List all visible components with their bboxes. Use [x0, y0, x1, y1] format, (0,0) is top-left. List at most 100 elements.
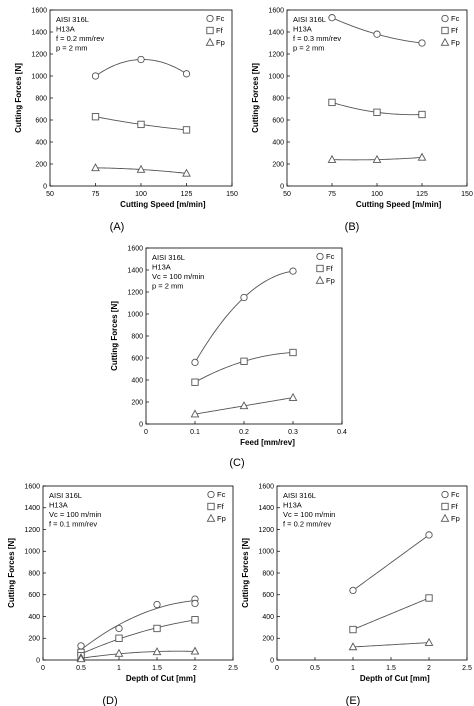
y-tick-label: 800 [262, 570, 274, 577]
legend-marker [205, 37, 215, 46]
data-point-Ff [373, 108, 381, 116]
data-point-Fp [136, 164, 146, 173]
y-tick-label: 1400 [127, 267, 143, 274]
y-tick-label: 1400 [24, 505, 40, 512]
y-axis-label: Cutting Forces [N] [251, 63, 260, 133]
data-point-Ff [182, 126, 191, 134]
x-tick-label: 0.2 [239, 429, 249, 436]
data-point-Ff [153, 624, 161, 633]
data-point-Ff [191, 616, 199, 624]
x-tick-label: 125 [416, 191, 428, 198]
legend-marker [441, 502, 449, 511]
y-tick-label: 800 [131, 333, 143, 340]
x-tick-label: 0 [144, 429, 148, 436]
data-point-Fp [372, 154, 382, 163]
data-point-Fp [417, 152, 427, 161]
chart-panel-1: 0 200 400 600 800 1000 1200 1400 1600 50 75 100 125 1… [14, 7, 238, 233]
y-axis-label: Cutting Forces [N] [110, 301, 119, 371]
y-tick-label: 200 [131, 399, 143, 406]
y-tick-label: 0 [280, 183, 284, 190]
legend-label: Fp [217, 514, 226, 523]
condition-annotation: H13A [152, 263, 171, 272]
series-line-Ff [194, 352, 294, 383]
x-axis-label: Depth of Cut [mm] [360, 674, 430, 683]
condition-annotation: AISI 316L [49, 491, 82, 500]
y-tick-label: 200 [272, 161, 284, 168]
condition-annotation: H13A [293, 25, 312, 34]
y-tick-label: 1000 [268, 73, 284, 80]
y-tick-label: 1600 [127, 245, 143, 252]
legend-marker [440, 513, 450, 522]
y-tick-label: 1200 [268, 51, 284, 58]
y-tick-label: 800 [272, 95, 284, 102]
data-point-Fc [153, 600, 161, 609]
chart-panel-4: 0 200 400 600 800 1000 1200 1400 1600 0 0.5 1 1.5 2 2.… [7, 483, 238, 706]
series-line-Fp [352, 642, 430, 648]
legend-label: Ff [451, 502, 459, 511]
data-point-Fc [191, 599, 199, 608]
data-point-Ff [115, 634, 123, 642]
legend-label: Ff [217, 502, 225, 511]
data-point-Fp [190, 409, 200, 418]
data-point-Fc [137, 55, 145, 64]
data-point-Fc [182, 70, 191, 78]
data-point-Ff [240, 357, 248, 365]
y-tick-label: 1600 [31, 7, 47, 14]
x-tick-label: 0.3 [288, 429, 298, 436]
series-line-Fc [352, 534, 430, 591]
panel-label: (D) [102, 695, 117, 706]
data-point-Fc [115, 624, 123, 633]
data-point-Fp [76, 654, 86, 663]
condition-annotation: H13A [56, 25, 75, 34]
condition-annotation: f = 0.2 mm/rev [283, 520, 331, 529]
data-point-Fc [418, 39, 426, 47]
x-tick-label: 1 [117, 665, 121, 672]
y-axis-label: Cutting Forces [N] [241, 538, 250, 608]
x-axis-label: Feed [mm/rev] [240, 438, 295, 447]
data-point-Fp [288, 392, 298, 401]
condition-annotation: f = 0.1 mm/rev [49, 520, 97, 529]
series-line-Fc [80, 600, 196, 651]
condition-annotation: p = 2 mm [56, 44, 87, 53]
y-tick-label: 200 [28, 636, 40, 643]
y-tick-label: 400 [131, 377, 143, 384]
y-tick-label: 800 [28, 570, 40, 577]
data-point-Fp [114, 648, 124, 657]
condition-annotation: H13A [49, 501, 68, 510]
chart-panel-2: 0 200 400 600 800 1000 1200 1400 1600 50 75 100 125 1… [251, 7, 473, 233]
legend-label: Fc [451, 490, 460, 499]
condition-annotation: H13A [283, 501, 302, 510]
y-tick-label: 400 [262, 614, 274, 621]
y-tick-label: 600 [272, 117, 284, 124]
legend-label: Fp [451, 514, 460, 523]
data-point-Fc [373, 30, 381, 38]
y-tick-label: 1200 [31, 51, 47, 58]
series-line-Ff [80, 619, 196, 655]
data-point-Fc [77, 642, 85, 650]
x-tick-label: 0.5 [76, 665, 86, 672]
x-axis-label: Depth of Cut [mm] [126, 674, 196, 683]
x-tick-label: 150 [226, 191, 238, 198]
legend-marker [206, 513, 216, 522]
series-line-Fc [331, 17, 423, 44]
legend-label: Fc [326, 252, 335, 261]
x-axis-label: Cutting Speed [m/min] [120, 200, 206, 209]
data-point-Ff [91, 113, 100, 121]
legend-marker [316, 252, 324, 261]
data-point-Fc [240, 293, 248, 302]
x-tick-label: 2.5 [462, 665, 472, 672]
x-tick-label: 0 [275, 665, 279, 672]
y-tick-label: 1000 [258, 549, 274, 556]
panel-label: (E) [346, 695, 361, 706]
data-point-Fc [289, 267, 297, 275]
legend-label: Fp [216, 38, 225, 47]
data-point-Fp [239, 401, 249, 410]
data-point-Fc [191, 358, 199, 367]
x-tick-label: 75 [92, 191, 100, 198]
legend-label: Fc [217, 490, 226, 499]
data-point-Fp [182, 168, 191, 177]
x-tick-label: 125 [181, 191, 193, 198]
legend-marker [441, 490, 449, 499]
data-point-Fp [152, 647, 162, 656]
